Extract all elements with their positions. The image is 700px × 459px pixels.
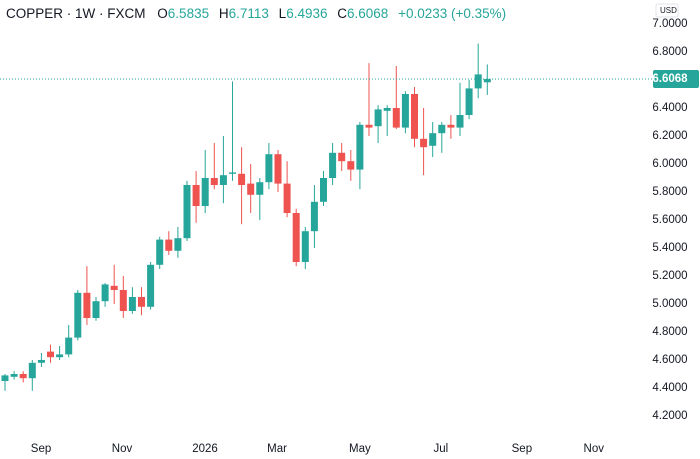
candle-body: [92, 301, 100, 318]
currency-badge: [655, 3, 679, 18]
y-tick-label: 5.4000: [652, 242, 687, 254]
y-tick-label: 5.2000: [652, 270, 687, 282]
candle-body: [83, 292, 91, 318]
candle-body: [401, 93, 409, 128]
candle-body: [128, 296, 136, 311]
candle-body: [19, 373, 27, 379]
y-tick-label: 5.8000: [652, 186, 687, 198]
candle-body: [256, 182, 264, 195]
ohlc-letter: L: [278, 6, 287, 21]
candle-body: [228, 172, 236, 174]
candle-body: [265, 154, 273, 183]
ohlc-value: 6.6068: [347, 6, 389, 21]
candle-body: [138, 296, 146, 307]
candle-body: [192, 184, 200, 206]
candle-body: [201, 177, 209, 206]
candle-body: [183, 184, 191, 239]
candle-body: [374, 109, 382, 127]
y-tick-label: 4.4000: [652, 382, 687, 394]
candle-body: [210, 177, 218, 185]
x-tick-label: Sep: [31, 443, 51, 455]
candle-body: [465, 88, 473, 115]
change-label: +0.0233 (+0.35%): [398, 6, 507, 21]
x-tick-label: Sep: [512, 443, 532, 455]
candle-body: [10, 373, 18, 377]
candle-body: [101, 284, 109, 302]
last-price-label: 6.6068: [652, 73, 688, 85]
candle-body: [310, 201, 318, 232]
x-tick-label: 2026: [192, 443, 218, 455]
candle-body: [347, 161, 355, 170]
candle-body: [74, 292, 82, 338]
candle-body: [474, 74, 482, 89]
candle-body: [447, 124, 455, 128]
ohlc-letter: C: [337, 6, 347, 21]
y-tick-label: 5.6000: [652, 214, 687, 226]
ohlc-value: 6.5835: [167, 6, 210, 21]
candle-body: [301, 231, 309, 262]
candle-body: [28, 362, 36, 379]
candle-body: [165, 239, 173, 251]
candle-body: [429, 133, 437, 146]
candle-body: [365, 124, 373, 128]
candle-body: [338, 152, 346, 162]
y-tick-label: 6.2000: [652, 130, 687, 142]
candle-body: [456, 114, 464, 128]
candle-body: [483, 79, 491, 83]
y-tick-label: 4.2000: [652, 410, 687, 422]
candle-body: [37, 359, 45, 363]
y-tick-label: 6.0000: [652, 158, 687, 170]
candle-body: [219, 175, 227, 185]
candle-body: [274, 154, 282, 184]
candle-body: [292, 212, 300, 262]
candle-body: [283, 183, 291, 213]
candle-body: [420, 138, 428, 148]
candle-body: [1, 375, 9, 381]
ohlc-letter: H: [218, 6, 229, 21]
candle-body: [174, 238, 182, 251]
ohlc-value: 6.4936: [286, 6, 328, 21]
candle-body: [65, 337, 73, 355]
ohlc-letter: O: [157, 6, 168, 21]
candle-body: [392, 107, 400, 128]
candle-body: [438, 124, 446, 134]
x-tick-label: Mar: [267, 443, 287, 455]
candle-body: [156, 239, 164, 265]
last-price-tag: [653, 70, 699, 89]
candle-body: [238, 173, 246, 185]
candle-body: [356, 124, 364, 170]
candle-body: [47, 351, 55, 358]
symbol-title: COPPER · 1W · FXCM: [6, 6, 146, 21]
y-tick-label: 7.0000: [652, 18, 687, 30]
x-tick-label: Jul: [434, 443, 449, 455]
candle-body: [247, 183, 255, 195]
y-tick-label: 4.6000: [652, 354, 687, 366]
y-tick-label: 6.4000: [652, 102, 687, 114]
legend-header: COPPER · 1W · FXCM O6.5835 H6.7113 L6.49…: [6, 6, 512, 21]
y-tick-label: 4.8000: [652, 326, 687, 338]
x-tick-label: Nov: [584, 443, 605, 455]
y-tick-label: 6.8000: [652, 46, 687, 58]
candle-body: [410, 93, 418, 139]
candle-body: [110, 285, 118, 290]
currency-label: USD: [660, 6, 677, 15]
x-tick-label: May: [349, 443, 371, 455]
candle-body: [56, 354, 64, 358]
candle-body: [319, 177, 327, 202]
candle-body: [329, 152, 337, 178]
ohlc-value: 6.7113: [228, 6, 269, 21]
candle-body: [383, 107, 391, 111]
x-tick-label: Nov: [112, 443, 133, 455]
y-tick-label: 5.0000: [652, 298, 687, 310]
candle-body: [147, 264, 155, 307]
candle-body: [119, 289, 127, 311]
